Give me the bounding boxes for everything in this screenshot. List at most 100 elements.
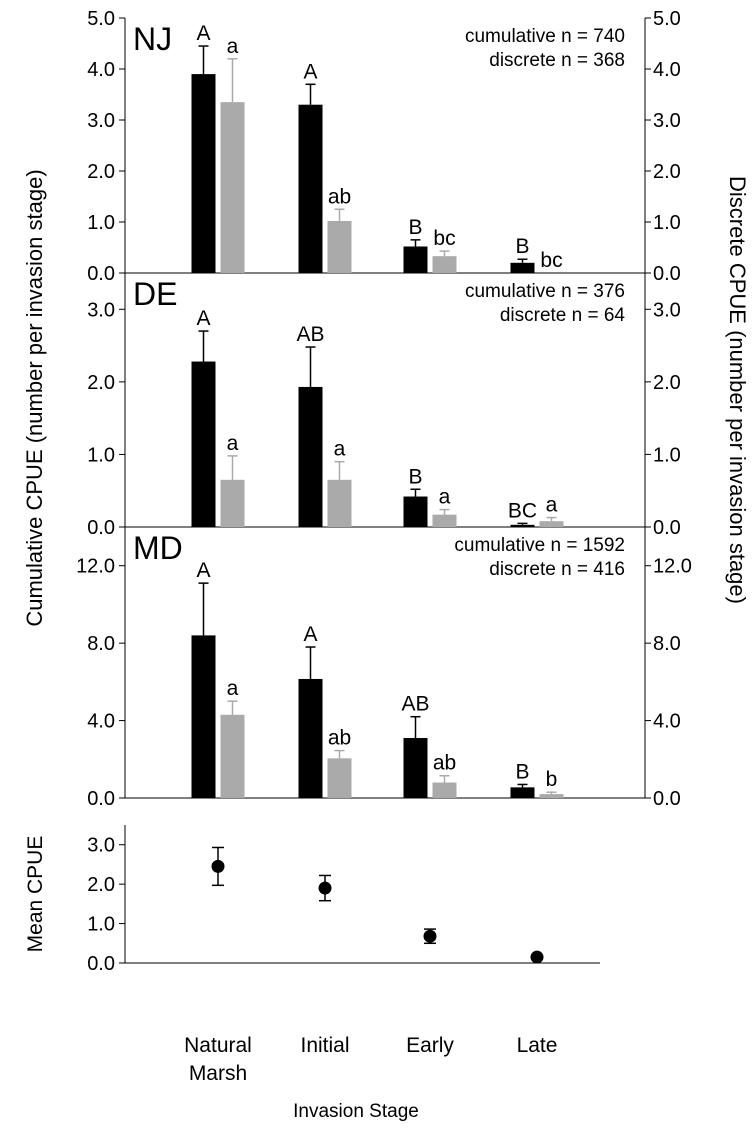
right-y-tick-label: 1.0 [653, 212, 681, 234]
y-tick-label: 0.0 [87, 263, 115, 285]
cumulative-significance-letter: B [408, 216, 422, 239]
y-tick-label: 4.0 [87, 59, 115, 81]
right-axis-label: Discrete CPUE (number per invasion stage… [725, 176, 750, 604]
discrete-bar [539, 794, 564, 798]
scatter-y-tick-label: 1.0 [87, 914, 115, 936]
cumulative-bar [298, 104, 323, 273]
x-tick-label: Initial [300, 1034, 349, 1057]
panel-label: DE [133, 276, 177, 312]
discrete-significance-letter: b [546, 768, 558, 791]
discrete-significance-letter: ab [328, 185, 351, 208]
cumulative-bar [403, 496, 428, 527]
cumulative-significance-letter: A [303, 60, 317, 83]
right-y-tick-label: 3.0 [653, 110, 681, 132]
right-y-tick-label: 4.0 [653, 711, 681, 733]
discrete-significance-letter: ab [433, 752, 456, 775]
y-tick-label: 5.0 [87, 8, 115, 30]
cumulative-bar [510, 524, 535, 527]
y-tick-label: 2.0 [87, 372, 115, 394]
y-tick-label: 3.0 [87, 110, 115, 132]
cumulative-significance-letter: B [515, 760, 529, 783]
discrete-significance-letter: a [227, 432, 239, 455]
cumulative-bar [510, 262, 535, 273]
mean-cpue-point [211, 859, 225, 873]
right-y-tick-label: 8.0 [653, 633, 681, 655]
discrete-bar [539, 521, 564, 527]
panel-label: MD [133, 530, 183, 566]
discrete-significance-letter: a [439, 486, 451, 509]
discrete-bar [327, 220, 352, 273]
right-y-tick-label: 2.0 [653, 161, 681, 183]
right-y-tick-label: 1.0 [653, 444, 681, 466]
y-tick-label: 0.0 [87, 517, 115, 539]
chart-panels: 0.0 0.0 1.0 1.0 2.0 2.0 3.0 3.0 4.0 4.0 5.0 5.0 NJ cu… [24, 8, 692, 1085]
scatter-y-label: Mean CPUE [24, 836, 47, 953]
mean-cpue-point [318, 881, 332, 895]
panel-label: NJ [133, 21, 172, 57]
discrete-bar [327, 479, 352, 527]
cumulative-significance-letter: BC [508, 499, 537, 522]
cumulative-bar [403, 737, 428, 798]
right-y-tick-label: 5.0 [653, 8, 681, 30]
cumulative-n-text: cumulative n = 740 [465, 26, 625, 47]
right-y-tick-label: 0.0 [653, 517, 681, 539]
cumulative-bar [191, 635, 216, 798]
left-axis-label: Cumulative CPUE (number per invasion sta… [22, 169, 47, 626]
discrete-bar [220, 102, 245, 274]
panel-de: 0.0 0.0 1.0 1.0 2.0 2.0 3.0 3.0 DE cumulative n =… [87, 273, 681, 539]
cumulative-n-text: cumulative n = 1592 [454, 535, 625, 556]
discrete-significance-letter: bc [433, 227, 455, 250]
x-tick-label: Early [406, 1034, 454, 1057]
cumulative-bar [298, 386, 323, 527]
discrete-n-text: discrete n = 416 [489, 559, 625, 580]
cumulative-significance-letter: AB [401, 693, 429, 716]
right-y-tick-label: 2.0 [653, 372, 681, 394]
cumulative-significance-letter: A [196, 22, 210, 45]
y-tick-label: 8.0 [87, 633, 115, 655]
discrete-significance-letter: a [227, 35, 239, 58]
mean-cpue-point [530, 950, 544, 964]
x-axis-label: Invasion Stage [293, 1101, 419, 1122]
cumulative-significance-letter: B [515, 235, 529, 258]
panel-md: 0.0 0.0 4.0 4.0 8.0 8.0 12.0 12.0 MD cumulative n… [76, 527, 692, 810]
x-tick-label: Marsh [189, 1062, 247, 1085]
panel-nj: 0.0 0.0 1.0 1.0 2.0 2.0 3.0 3.0 4.0 4.0 5.0 5.0 NJ cu… [87, 8, 681, 285]
discrete-bar [432, 514, 457, 527]
cumulative-significance-letter: B [408, 465, 422, 488]
x-tick-label: Natural [184, 1034, 252, 1057]
cumulative-significance-letter: A [303, 623, 317, 646]
mean-cpue-point [423, 929, 437, 943]
discrete-bar [220, 714, 245, 798]
y-tick-label: 3.0 [87, 299, 115, 321]
discrete-significance-letter: a [227, 677, 239, 700]
y-tick-label: 0.0 [87, 788, 115, 810]
discrete-significance-letter: a [334, 438, 346, 461]
right-y-tick-label: 3.0 [653, 299, 681, 321]
cumulative-bar [191, 74, 216, 273]
cumulative-bar [510, 787, 535, 798]
discrete-bar [432, 256, 457, 273]
cumulative-significance-letter: A [196, 307, 210, 330]
cumulative-bar [403, 246, 428, 273]
right-y-tick-label: 12.0 [653, 556, 692, 578]
x-tick-label: Late [517, 1034, 558, 1057]
discrete-significance-letter: ab [328, 727, 351, 750]
discrete-bar [432, 782, 457, 798]
y-tick-label: 12.0 [76, 556, 115, 578]
y-tick-label: 1.0 [87, 212, 115, 234]
right-y-tick-label: 0.0 [653, 788, 681, 810]
y-tick-label: 4.0 [87, 711, 115, 733]
panel-mean-cpue: 0.0 1.0 2.0 3.0 Mean CPUE Natural Marsh Initial… [24, 825, 600, 1085]
discrete-n-text: discrete n = 368 [489, 50, 625, 71]
right-y-tick-label: 0.0 [653, 263, 681, 285]
discrete-bar [220, 479, 245, 527]
discrete-significance-letter: a [546, 494, 558, 517]
scatter-y-tick-label: 0.0 [87, 953, 115, 975]
cumulative-bar [191, 361, 216, 527]
y-tick-label: 2.0 [87, 161, 115, 183]
discrete-bar [327, 758, 352, 798]
cumulative-significance-letter: AB [296, 323, 324, 346]
scatter-y-tick-label: 3.0 [87, 835, 115, 857]
cumulative-significance-letter: A [196, 559, 210, 582]
